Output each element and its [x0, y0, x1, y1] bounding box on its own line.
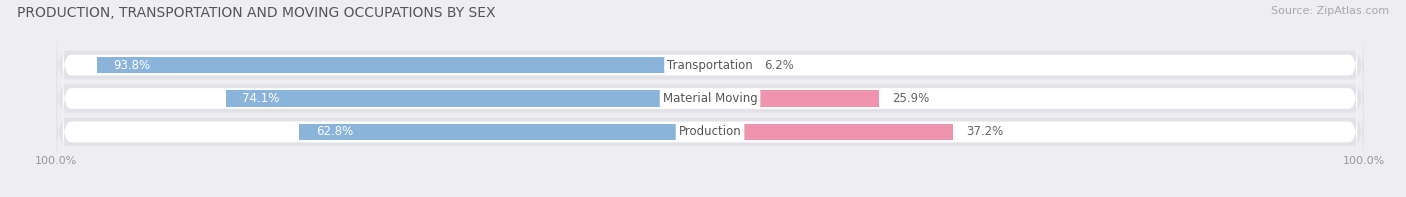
Bar: [225, 90, 710, 107]
Bar: [299, 124, 710, 140]
FancyBboxPatch shape: [56, 29, 1364, 101]
Text: Source: ZipAtlas.com: Source: ZipAtlas.com: [1271, 6, 1389, 16]
Bar: [710, 57, 751, 73]
Text: Transportation: Transportation: [668, 59, 752, 72]
Text: 25.9%: 25.9%: [893, 92, 929, 105]
Text: PRODUCTION, TRANSPORTATION AND MOVING OCCUPATIONS BY SEX: PRODUCTION, TRANSPORTATION AND MOVING OC…: [17, 6, 495, 20]
Text: 74.1%: 74.1%: [242, 92, 280, 105]
Legend: Male, Female: Male, Female: [650, 194, 770, 197]
Bar: [710, 90, 879, 107]
Text: 6.2%: 6.2%: [763, 59, 793, 72]
Text: 93.8%: 93.8%: [112, 59, 150, 72]
FancyBboxPatch shape: [56, 96, 1364, 168]
FancyBboxPatch shape: [56, 63, 1364, 134]
FancyBboxPatch shape: [63, 102, 1357, 162]
Text: 62.8%: 62.8%: [316, 125, 353, 138]
Text: Production: Production: [679, 125, 741, 138]
FancyBboxPatch shape: [63, 69, 1357, 128]
Text: 37.2%: 37.2%: [966, 125, 1004, 138]
FancyBboxPatch shape: [63, 35, 1357, 95]
Text: Material Moving: Material Moving: [662, 92, 758, 105]
Bar: [710, 124, 953, 140]
Bar: [97, 57, 710, 73]
